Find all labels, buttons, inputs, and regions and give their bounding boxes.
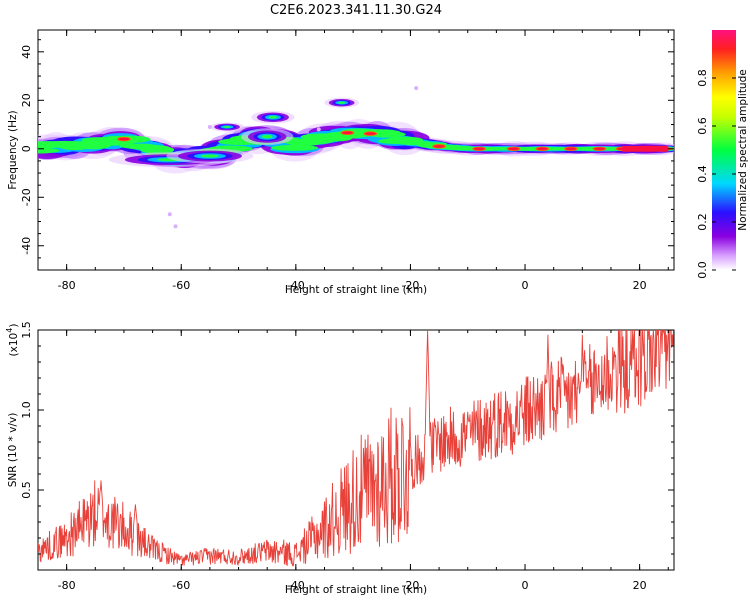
- snr-x-tick-label: 20: [633, 579, 647, 592]
- colorbar-tick-label: 0.0: [696, 261, 709, 279]
- spectrogram-y-tick-label: -40: [20, 237, 33, 255]
- spectrogram-x-tick-label: -80: [58, 279, 76, 292]
- snr-x-tick-label: 0: [522, 579, 529, 592]
- spectrogram-y-tick-label: -20: [20, 188, 33, 206]
- snr-x-tick-label: -80: [58, 579, 76, 592]
- colorbar-label: Normalized spectral amplitude: [737, 69, 749, 230]
- snr-x-tick-label: -40: [287, 579, 305, 592]
- spectrogram-y-tick-label: 40: [20, 45, 33, 59]
- colorbar-gradient: [712, 30, 736, 270]
- chart-title: C2E6.2023.341.11.30.G24: [270, 3, 442, 18]
- snr-series-line: [38, 330, 674, 567]
- spectrogram-cell: [433, 145, 445, 148]
- spectrogram-cell: [271, 144, 319, 151]
- colorbar-tick-label: 0.6: [696, 117, 709, 135]
- colorbar-tick-label: 0.2: [696, 213, 709, 231]
- spectrogram-y-label: Frequency (Hz): [7, 110, 19, 189]
- spectrogram-cell: [414, 86, 419, 91]
- spectrogram-panel: -80 -60 -40 -20 0 20 -40 -20 0 20 40 Height of str…: [7, 29, 675, 296]
- spectrogram-cell: [118, 137, 130, 141]
- spectrogram-cell: [261, 134, 273, 139]
- spectrogram-cell: [207, 124, 212, 129]
- snr-x-tick-label: -60: [172, 579, 190, 592]
- colorbar-tick-label: 0.4: [696, 165, 709, 183]
- spectrogram-cell: [316, 127, 321, 132]
- spectrogram-cell: [594, 147, 606, 151]
- spectrogram-y-tick-label: 0: [20, 145, 33, 152]
- spectrogram-cell: [341, 131, 353, 135]
- snr-x-label: Height of straight line (km): [285, 584, 427, 596]
- spectrogram-cell: [268, 115, 278, 119]
- snr-y-tick-label: 0.5: [20, 481, 33, 499]
- snr-panel: -80 -60 -40 -20 0 20 0.5 1.0 1.5 Height of strai…: [5, 321, 675, 596]
- spectrogram-cell: [508, 147, 520, 151]
- spectrogram-cell: [200, 154, 220, 158]
- colorbar-tick-label: 0.8: [696, 69, 709, 87]
- snr-y-label: SNR (10 * v/v): [7, 413, 19, 488]
- snr-y-scale-note: (x104): [5, 324, 20, 357]
- spectrogram-cell: [223, 126, 231, 128]
- spectrogram-x-tick-label: -60: [172, 279, 190, 292]
- snr-y-tick-label: 1.0: [20, 401, 33, 419]
- spectrogram-x-tick-label: -20: [401, 279, 419, 292]
- spectrogram-cell: [565, 147, 577, 151]
- spectrogram-x-tick-label: 0: [522, 279, 529, 292]
- spectrogram-cell: [473, 147, 485, 151]
- spectrogram-cell: [173, 224, 178, 229]
- spectrogram-cell: [536, 147, 548, 151]
- spectrogram-x-label: Height of straight line (km): [285, 284, 427, 296]
- spectrogram-cell: [622, 145, 669, 152]
- spectrogram-cell: [140, 146, 175, 154]
- snr-x-tick-label: -20: [401, 579, 419, 592]
- spectrogram-cell: [167, 212, 172, 217]
- spectrogram-y-tick-label: 20: [20, 93, 33, 107]
- colorbar: 0.0 0.2 0.4 0.6 0.8 Normalized spectral ampl…: [696, 30, 749, 279]
- spectrogram-x-tick-label: 20: [633, 279, 647, 292]
- spectrogram-x-tick-label: -40: [287, 279, 305, 292]
- spectrogram-cell: [338, 101, 346, 104]
- spectrogram-cell: [364, 132, 376, 135]
- snr-y-tick-label: 1.5: [20, 321, 33, 339]
